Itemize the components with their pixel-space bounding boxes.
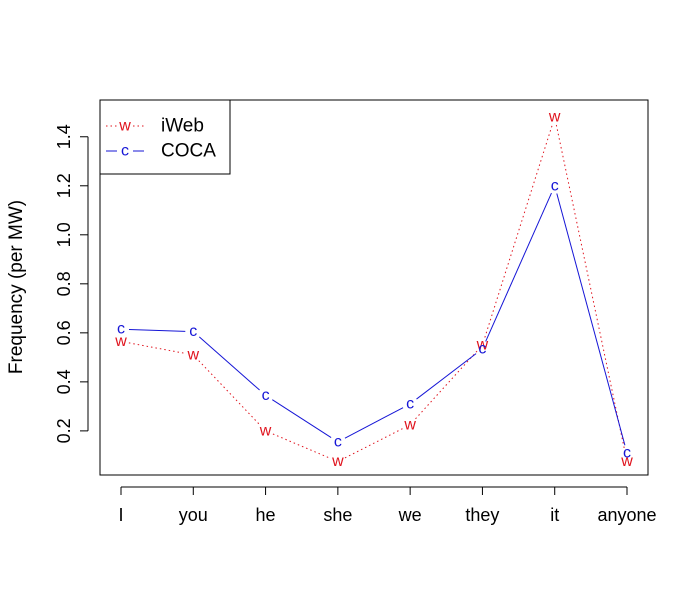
- x-tick-label: anyone: [597, 505, 656, 525]
- series-segment: [485, 192, 552, 342]
- data-point-marker: w: [259, 422, 272, 439]
- legend-label: iWeb: [161, 116, 204, 137]
- legend-marker: w: [118, 118, 131, 135]
- data-point-marker: w: [548, 109, 561, 126]
- plot-frame: [99, 99, 649, 476]
- series-coca: c c c c c c c c: [117, 177, 631, 461]
- series-segment: [416, 353, 477, 400]
- data-point-marker: c: [189, 323, 197, 340]
- y-tick-label: 1.4: [54, 124, 74, 149]
- data-point-marker: c: [406, 395, 414, 412]
- series-iweb: w w w w w w w w: [114, 109, 633, 470]
- data-point-marker: w: [331, 453, 344, 470]
- data-point-marker: c: [551, 177, 559, 194]
- data-point-marker: c: [262, 387, 270, 404]
- series-segment: [344, 427, 404, 459]
- y-tick-label: 1.2: [54, 173, 74, 198]
- x-tick-label: I: [118, 505, 123, 525]
- data-point-marker: w: [187, 346, 200, 363]
- series-segment: [415, 350, 478, 420]
- series-segment: [555, 124, 626, 454]
- legend-marker-bg: [117, 143, 133, 159]
- data-point-marker: c: [478, 340, 486, 357]
- x-tick-label: you: [179, 505, 208, 525]
- data-point-marker: c: [623, 444, 631, 461]
- series-segment: [128, 328, 186, 332]
- y-tick-label: 0.6: [54, 320, 74, 345]
- series-segment: [272, 399, 332, 438]
- y-axis-title: Frequency (per MW): [6, 200, 27, 374]
- series-segment: [272, 433, 331, 459]
- legend-label: COCA: [161, 141, 216, 162]
- data-point-marker: c: [117, 321, 125, 338]
- y-tick-label: 0.8: [54, 271, 74, 296]
- y-tick-label: 0.2: [54, 418, 74, 443]
- series-segment: [484, 124, 553, 338]
- series-segment: [198, 336, 260, 391]
- x-tick-label: we: [398, 505, 422, 525]
- legend-box: [99, 99, 231, 175]
- y-tick-label: 0.4: [54, 369, 74, 394]
- x-tick-label: he: [256, 505, 276, 525]
- series-segment: [344, 407, 404, 439]
- legend: w iWeb c COCA: [99, 99, 231, 175]
- y-tick-label: 1.0: [54, 222, 74, 247]
- x-tick-label: they: [465, 505, 499, 525]
- data-point-marker: c: [334, 433, 342, 450]
- data-point-marker: w: [620, 453, 633, 470]
- legend-marker-bg: [117, 118, 133, 134]
- x-tick-label: she: [323, 505, 352, 525]
- y-axis: 0.2 0.4 0.6 0.8 1.0 1.2 1.4: [54, 124, 89, 443]
- series-segment: [128, 342, 186, 354]
- series-segment: [556, 193, 626, 446]
- data-point-marker: w: [403, 416, 416, 433]
- data-point-marker: w: [114, 333, 127, 350]
- legend-marker: c: [121, 143, 129, 160]
- x-tick-label: it: [550, 505, 559, 525]
- series-segment: [198, 360, 261, 426]
